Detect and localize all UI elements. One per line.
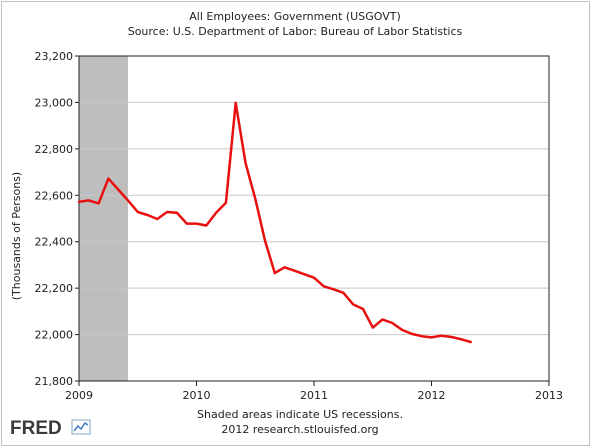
data-point bbox=[450, 335, 453, 338]
data-point bbox=[342, 291, 345, 294]
x-tick-label: 2010 bbox=[183, 389, 211, 402]
fred-logo-graph-icon bbox=[71, 419, 91, 435]
data-point bbox=[440, 334, 443, 337]
data-point bbox=[283, 266, 286, 269]
data-point bbox=[224, 201, 227, 204]
data-point bbox=[420, 335, 423, 338]
data-point bbox=[234, 101, 237, 104]
data-point bbox=[205, 224, 208, 227]
x-tick-label: 2009 bbox=[65, 389, 93, 402]
y-tick-label: 23,000 bbox=[35, 96, 74, 109]
data-point bbox=[352, 303, 355, 306]
recession-shading-layer bbox=[79, 56, 128, 381]
data-point bbox=[107, 177, 110, 180]
data-point bbox=[264, 239, 267, 242]
data-point bbox=[371, 326, 374, 329]
data-point bbox=[410, 332, 413, 335]
data-point bbox=[273, 272, 276, 275]
x-tick-label: 2013 bbox=[535, 389, 563, 402]
data-point bbox=[175, 211, 178, 214]
fred-logo: FRED bbox=[10, 418, 91, 439]
data-point bbox=[244, 161, 247, 164]
chart-subtitle: Source: U.S. Department of Labor: Bureau… bbox=[128, 25, 463, 38]
data-point bbox=[469, 341, 472, 343]
data-point bbox=[459, 338, 462, 341]
data-point bbox=[381, 318, 384, 321]
chart-title: All Employees: Government (USGOVT) bbox=[189, 10, 401, 23]
data-point bbox=[361, 308, 364, 311]
data-point bbox=[156, 217, 159, 220]
grid-layer bbox=[79, 55, 549, 382]
data-point bbox=[195, 222, 198, 225]
plot-area-border bbox=[78, 55, 550, 382]
fred-logo-text: FRED bbox=[10, 418, 62, 439]
y-tick-label: 23,200 bbox=[35, 50, 74, 63]
y-tick-label: 22,000 bbox=[35, 329, 74, 342]
y-tick-label: 22,600 bbox=[35, 189, 74, 202]
source-note: 2012 research.stlouisfed.org bbox=[221, 423, 378, 436]
data-point bbox=[78, 200, 80, 203]
data-point bbox=[146, 214, 149, 217]
recession-note: Shaded areas indicate US recessions. bbox=[197, 408, 403, 421]
x-tick-label: 2011 bbox=[300, 389, 328, 402]
data-point bbox=[322, 285, 325, 288]
y-axis-ticks: 21,800 22,000 22,200 22,400 22,600 22,800 23,0… bbox=[35, 50, 79, 388]
data-point bbox=[136, 211, 139, 213]
data-point bbox=[401, 328, 404, 331]
data-point bbox=[303, 273, 306, 276]
y-tick-label: 21,800 bbox=[35, 375, 74, 388]
data-point bbox=[430, 336, 433, 339]
data-point bbox=[391, 321, 394, 324]
data-point bbox=[166, 211, 169, 213]
data-point bbox=[97, 202, 100, 205]
recession-shading bbox=[79, 56, 128, 381]
data-point bbox=[254, 197, 257, 200]
y-tick-label: 22,800 bbox=[35, 143, 74, 156]
data-point bbox=[185, 222, 188, 225]
y-axis-label: (Thousands of Persons) bbox=[10, 172, 23, 300]
data-point bbox=[313, 276, 315, 279]
x-axis-ticks: 2009 2010 2011 2012 2013 bbox=[65, 381, 563, 402]
data-point bbox=[126, 199, 129, 202]
data-point bbox=[117, 188, 120, 191]
data-point bbox=[293, 269, 296, 272]
data-point bbox=[332, 288, 335, 291]
data-point bbox=[215, 211, 218, 214]
y-tick-label: 22,400 bbox=[35, 236, 74, 249]
series-layer bbox=[77, 101, 472, 344]
data-point bbox=[87, 199, 90, 202]
series-line bbox=[77, 101, 472, 344]
x-tick-label: 2012 bbox=[418, 389, 446, 402]
y-tick-label: 22,200 bbox=[35, 282, 74, 295]
